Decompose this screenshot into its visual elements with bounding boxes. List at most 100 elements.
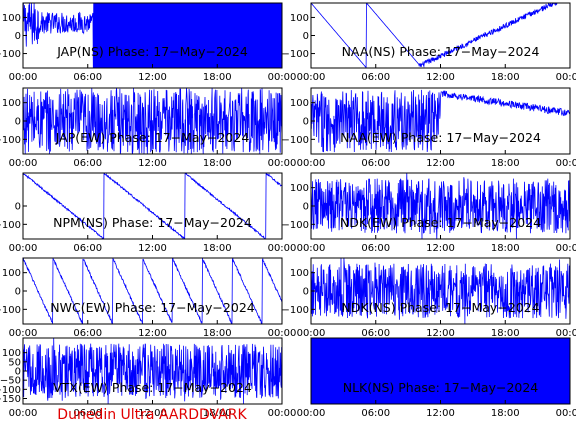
x-tick-label: 18:00 (491, 72, 520, 83)
phase-series-line (23, 338, 282, 404)
x-tick-label: 18:00 (491, 243, 520, 254)
panel-title: NLK(NS) Phase: 17−May−2024 (343, 380, 539, 395)
phase-series-line (311, 338, 570, 404)
x-tick-label: 00:00 (297, 72, 326, 83)
x-tick-label: 18:00 (491, 328, 520, 339)
x-tick-label: 00:00 (268, 243, 297, 254)
x-tick-label: 18:00 (203, 408, 232, 419)
phase-panel: 00:00 06:00 12:00 18:00 00:00 0 −100 NPM(NS) Ph… (0, 172, 297, 254)
y-tick-label: −100 (282, 135, 309, 146)
y-tick-label: 100 (290, 268, 309, 279)
panel-title: JAP(EW) Phase: 17−May−2024 (55, 130, 250, 145)
x-tick-label: 12:00 (426, 158, 455, 169)
x-tick-label: 12:00 (138, 158, 167, 169)
x-tick-label: 18:00 (203, 328, 232, 339)
y-tick-label: 0 (303, 117, 309, 128)
y-tick-label: −100 (282, 220, 309, 231)
x-tick-label: 12:00 (426, 328, 455, 339)
phase-series-line (311, 173, 570, 239)
y-tick-label: 100 (2, 13, 21, 24)
x-tick-label: 06:00 (361, 72, 390, 83)
x-tick-label: 06:00 (361, 158, 390, 169)
x-tick-label: 00:00 (297, 158, 326, 169)
y-tick-label: 100 (290, 13, 309, 24)
x-tick-label: 06:00 (73, 72, 102, 83)
x-tick-label: 18:00 (203, 158, 232, 169)
y-tick-label: −100 (282, 305, 309, 316)
y-tick-label: −100 (0, 305, 21, 316)
x-tick-label: 00:00 (297, 328, 326, 339)
y-tick-label: 0 (303, 31, 309, 42)
panel-title: VTX(EW) Phase: 17−May−2024 (53, 380, 252, 395)
y-tick-label: −100 (0, 385, 21, 396)
x-tick-label: 18:00 (491, 158, 520, 169)
y-tick-label: 0 (15, 287, 21, 298)
x-tick-label: 00:00 (9, 408, 38, 419)
phase-series-line (311, 89, 570, 153)
phase-panel: 00:00 06:00 12:00 18:00 00:00 100 0 −100 NAA(NS)… (282, 2, 576, 83)
y-tick-label: 100 (2, 348, 21, 359)
y-tick-label: −100 (0, 220, 21, 231)
x-tick-label: 06:00 (73, 158, 102, 169)
y-tick-label: 0 (15, 367, 21, 378)
x-tick-label: 12:00 (138, 328, 167, 339)
y-tick-label: −100 (0, 135, 21, 146)
panel-title: NAA(EW) Phase: 17−May−2024 (340, 130, 541, 145)
x-tick-label: 00:00 (268, 72, 297, 83)
x-tick-label: 12:00 (138, 408, 167, 419)
x-tick-label: 00:00 (556, 408, 576, 419)
x-tick-label: 12:00 (138, 72, 167, 83)
y-tick-label: 0 (15, 202, 21, 213)
x-tick-label: 00:00 (556, 158, 576, 169)
x-tick-label: 12:00 (426, 408, 455, 419)
panel-title: NWC(EW) Phase: 17−May−2024 (50, 300, 254, 315)
x-tick-label: 06:00 (361, 328, 390, 339)
y-tick-label: 100 (2, 268, 21, 279)
phase-panel: 00:00 06:00 12:00 18:00 00:00 NLK(NS) Phase: … (297, 337, 576, 419)
phase-series-line (23, 173, 282, 239)
x-tick-label: 12:00 (426, 243, 455, 254)
x-tick-label: 06:00 (73, 243, 102, 254)
x-tick-label: 00:00 (9, 328, 38, 339)
y-tick-label: 50 (8, 357, 21, 368)
phase-series-line (311, 258, 570, 324)
x-tick-label: 00:00 (297, 243, 326, 254)
y-tick-label: 100 (290, 98, 309, 109)
y-tick-label: 0 (15, 117, 21, 128)
footer-credit: Dunedin Ultra AARDDVARK (57, 407, 247, 423)
panel-title: NAA(NS) Phase: 17−May−2024 (342, 44, 540, 59)
x-tick-label: 00:00 (297, 408, 326, 419)
x-tick-label: 18:00 (203, 243, 232, 254)
x-tick-label: 12:00 (138, 243, 167, 254)
phase-panel: 00:00 06:00 12:00 18:00 00:00 100 0 −100 NDK(NS)… (282, 257, 576, 339)
y-tick-label: 0 (303, 202, 309, 213)
x-tick-label: 00:00 (9, 158, 38, 169)
x-tick-label: 00:00 (268, 158, 297, 169)
panel-title: NPM(NS) Phase: 17−May−2024 (53, 215, 252, 230)
phase-series-line (23, 3, 282, 68)
x-tick-label: 06:00 (361, 243, 390, 254)
y-tick-label: 0 (15, 31, 21, 42)
phase-series-line (23, 88, 282, 154)
x-tick-label: 00:00 (268, 328, 297, 339)
x-tick-label: 18:00 (491, 408, 520, 419)
y-tick-label: −100 (0, 49, 21, 60)
x-tick-label: 00:00 (9, 72, 38, 83)
y-tick-label: −100 (282, 49, 309, 60)
y-tick-label: −50 (0, 376, 21, 387)
phase-series-line (23, 258, 282, 324)
x-tick-label: 12:00 (426, 72, 455, 83)
phase-panel: 00:00 06:00 12:00 18:00 00:00 100 0 −100 JAP(EW)… (0, 87, 297, 169)
x-tick-label: 00:00 (556, 72, 576, 83)
panel-title: NDK(NS) Phase: 17−May−2024 (341, 300, 539, 315)
x-tick-label: 00:00 (268, 408, 297, 419)
x-tick-label: 00:00 (9, 243, 38, 254)
panel-title: NDK(EW) Phase: 17−May−2024 (340, 215, 541, 230)
y-tick-label: 0 (303, 287, 309, 298)
x-tick-label: 18:00 (203, 72, 232, 83)
phase-panel: 00:00 06:00 12:00 18:00 00:00 100 0 −100 NDK(EW)… (282, 172, 576, 254)
x-tick-label: 00:00 (556, 328, 576, 339)
phase-panel: 00:00 06:00 12:00 18:00 00:00 100 0 −100 JAP(NS)… (0, 2, 297, 83)
y-tick-label: 100 (2, 98, 21, 109)
